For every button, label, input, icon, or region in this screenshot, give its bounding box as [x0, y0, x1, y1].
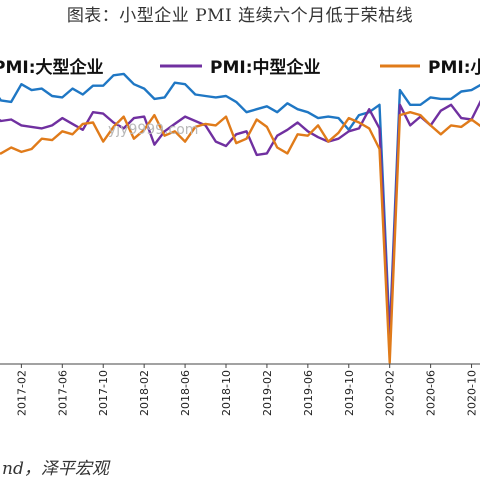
series-line-1 [0, 99, 480, 344]
legend-label-1: PMI:中型企业 [210, 57, 321, 78]
x-tick-label: 2018-02 [138, 370, 151, 416]
x-tick-label: 2018-06 [179, 370, 192, 416]
x-tick-label: 2017-06 [56, 370, 69, 416]
plot-lines [0, 72, 480, 364]
x-tick-label: 2019-10 [343, 370, 356, 416]
x-tick-label: 2020-02 [384, 370, 397, 416]
x-tick-label: 2019-02 [261, 370, 274, 416]
x-tick-label: 2017-02 [15, 370, 28, 416]
legend-label-0: PMI:大型企业 [0, 57, 104, 78]
chart-title: 图表：小型企业 PMI 连续六个月低于荣枯线 [66, 6, 414, 26]
x-tick-label: 2020-06 [425, 370, 438, 416]
x-tick-label: 2019-06 [302, 370, 315, 416]
source-note: nd，泽平宏观 [2, 459, 109, 479]
legend-label-2: PMI:小型企业 [428, 57, 480, 78]
x-tick-label: 2018-10 [220, 370, 233, 416]
x-tick-label: 2017-10 [97, 370, 110, 416]
x-axis: 2016-102017-022017-062017-102018-022018-… [0, 363, 480, 416]
x-tick-label: 2020-10 [466, 370, 479, 416]
legend: PMI:大型企业 PMI:中型企业 PMI:小型企业 [0, 57, 480, 78]
watermark: yjy9999.com [108, 122, 198, 138]
series-line-2 [0, 110, 480, 364]
